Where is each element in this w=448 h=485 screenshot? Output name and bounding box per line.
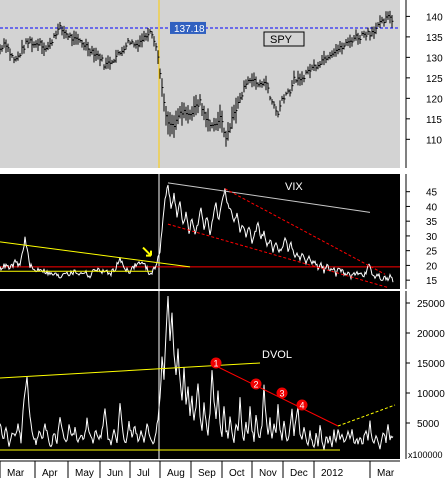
price-tag-label: 137.18 (174, 24, 205, 35)
multiplier-label: x100000 (408, 450, 443, 460)
y-tick-label: 20000 (417, 329, 445, 340)
y-tick-label: 130 (426, 53, 443, 64)
y-tick-label: 125 (426, 74, 443, 85)
x-tick-label: Jul (137, 468, 150, 479)
x-tick-label: Mar (7, 468, 25, 479)
x-tick-label: Aug (167, 468, 185, 479)
numbered-marker-label: 1 (214, 359, 219, 369)
panel-vix (0, 174, 448, 289)
panel-spy (0, 0, 448, 168)
dashed-trend-line (167, 223, 389, 289)
series-line (0, 184, 394, 283)
x-tick-label: May (75, 468, 94, 479)
y-tick-label: 10000 (417, 389, 445, 400)
y-tick-label: 35 (426, 217, 438, 228)
trend-line (167, 182, 371, 213)
y-tick-label: 15 (426, 276, 438, 287)
y-tick-label: 25 (426, 247, 438, 258)
y-tick-label: 140 (426, 12, 443, 23)
y-tick-label: 30 (426, 232, 438, 243)
numbered-marker-label: 2 (254, 380, 259, 390)
y-tick-label: 20 (426, 261, 438, 272)
trend-line (0, 241, 191, 268)
y-tick-label: 5000 (417, 419, 440, 430)
y-tick-label: 120 (426, 94, 443, 105)
series-line (0, 295, 394, 450)
x-tick-label: Apr (42, 468, 58, 479)
price-tag-box (170, 21, 206, 34)
y-tick-label: 135 (426, 33, 443, 44)
y-tick-label: 45 (426, 188, 438, 199)
x-tick-label: Sep (198, 468, 216, 479)
y-tick-label: 110 (426, 135, 442, 146)
numbered-marker (276, 387, 288, 399)
numbered-marker (210, 357, 222, 369)
chart-title: DVOL (262, 349, 292, 361)
y-tick-label: 40 (426, 202, 438, 213)
y-tick-label: 25000 (417, 299, 445, 310)
arrow-annotation (142, 246, 152, 257)
dashed-trend-line (224, 188, 386, 275)
chart-title: VIX (285, 181, 303, 193)
panel-dvol (0, 291, 448, 459)
chart-title: SPY (270, 34, 293, 46)
x-tick-label: Mar (377, 468, 395, 479)
trend-line (215, 365, 339, 427)
plot-area (0, 291, 400, 459)
chart-title-box (263, 31, 305, 47)
numbered-marker (250, 378, 262, 390)
dashed-trend-line (337, 404, 396, 427)
y-axis-area (400, 174, 448, 289)
x-tick-label: Oct (229, 468, 245, 479)
y-axis-area (400, 0, 448, 168)
x-tick-label: 2012 (321, 468, 344, 479)
x-tick-label: Dec (290, 468, 308, 479)
x-tick-label: Nov (259, 468, 277, 479)
y-tick-label: 15000 (417, 359, 445, 370)
numbered-marker (296, 399, 308, 411)
x-tick-label: Jun (107, 468, 123, 479)
y-tick-label: 115 (426, 115, 442, 126)
numbered-marker-label: 3 (280, 389, 285, 399)
y-axis-area (400, 291, 448, 459)
numbered-marker-label: 4 (300, 401, 305, 411)
